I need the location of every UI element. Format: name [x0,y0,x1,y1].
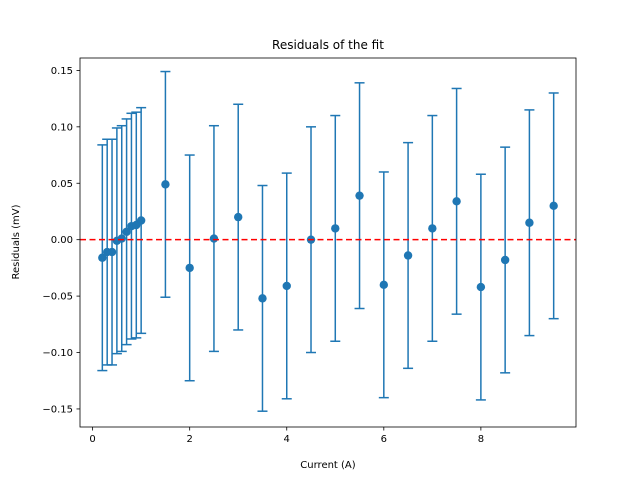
data-point [355,191,364,200]
x-axis-label: Current (A) [300,460,355,471]
data-point [500,255,510,265]
data-point [136,216,146,225]
data-point [452,197,461,206]
x-tick-label: 6 [381,434,387,445]
data-point [117,234,126,243]
y-tick-label: −0.10 [42,348,73,359]
data-point [282,281,291,291]
data-point [403,251,413,260]
y-tick-label: 0.00 [51,235,73,246]
y-tick-label: 0.10 [51,122,73,133]
data-point [525,218,534,227]
x-tick-label: 8 [478,434,484,445]
x-tick-label: 2 [186,434,192,445]
axes-frame [79,57,577,428]
data-point [98,253,107,262]
chart-title: Residuals of the fit [272,38,384,52]
data-point [234,212,243,222]
data-point [549,201,558,211]
x-tick-label: 4 [284,434,290,445]
plot-area [80,70,576,412]
y-tick-label: −0.05 [42,292,73,303]
y-tick-label: 0.05 [51,179,73,190]
data-point [331,224,340,233]
y-tick-label: −0.15 [42,404,73,415]
data-point [379,280,389,290]
data-point [107,247,117,257]
x-tick-label: 0 [89,434,95,445]
data-point [209,234,219,243]
ticks: 0 2 4 6 8 −0.15 −0.10 −0.05 0.00 0.05 0.10 0.15 [42,66,484,445]
data-point [122,227,131,236]
data-point [428,224,437,233]
y-tick-label: 0.15 [51,66,73,77]
data-point [161,180,170,189]
data-point [476,282,486,292]
data-point [185,263,194,273]
y-axis-label: Residuals (mV) [11,204,22,279]
data-point [258,294,267,303]
